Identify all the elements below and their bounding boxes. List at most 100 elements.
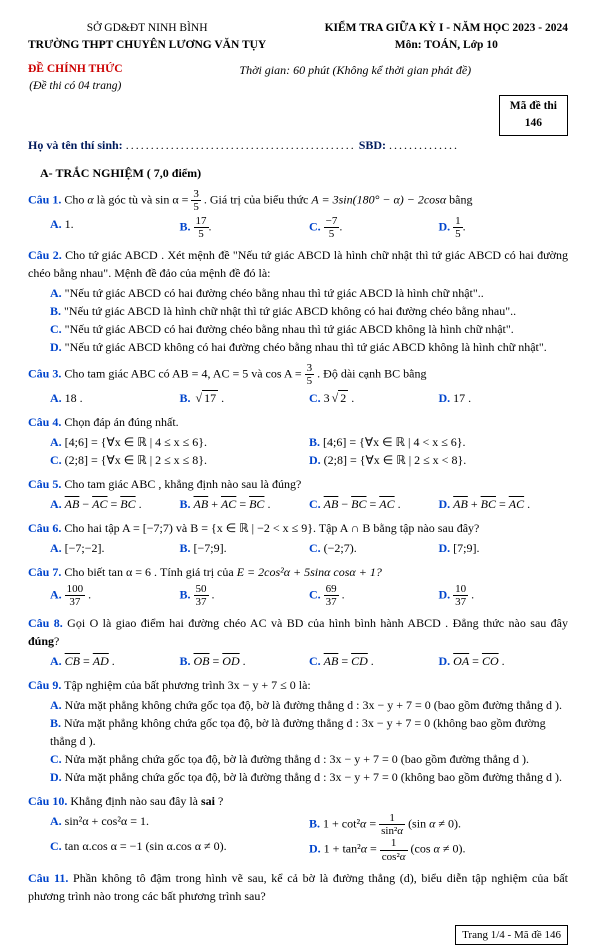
q1-alpha: α [87,192,93,206]
candidate-info: Họ và tên thí sinh: ....................… [28,136,568,154]
q10-text-b: ? [218,794,223,808]
q9-options: A. Nửa mặt phẳng không chứa gốc tọa độ, … [50,696,568,786]
q2-label: Câu 2. [28,248,62,262]
q10-c: tan α.cos α = −1 (sin α.cos α ≠ 0). [65,839,227,853]
exam-title: KIỂM TRA GIỮA KỲ I - NĂM HỌC 2023 - 2024 [325,20,568,37]
question-11: Câu 11. Phần không tô đậm trong hình vẽ … [28,869,568,905]
question-9: Câu 9. Tập nghiệm của bất phương trình 3… [28,676,568,694]
q1-label: Câu 1. [28,192,61,206]
q4-label: Câu 4. [28,415,61,429]
subject: Môn: TOÁN, Lớp 10 [325,37,568,54]
q4-d: (2;8] = {∀x ∈ ℝ | 2 ≤ x < 8}. [324,453,467,467]
q6-a: [−7;−2]. [65,541,105,555]
dots1: ........................................… [126,138,356,152]
q1-text-c: . Giá trị của biểu thức [204,192,311,206]
pages-note: (Đề thi có 04 trang) [28,78,123,95]
q6-c: (−2;7). [324,541,357,555]
name-label: Họ và tên thí sinh: [28,138,123,152]
q6-b: [−7;9]. [194,541,227,555]
q8-text: Gọi O là giao điểm hai đường chéo AC và … [67,616,568,630]
q4-options: A. [4;6] = {∀x ∈ ℝ | 4 ≤ x ≤ 6}. B. [4;6… [50,433,568,469]
question-6: Câu 6. Cho hai tập A = [−7;7) và B = {x … [28,519,568,537]
q2-a: "Nếu tứ giác ABCD có hai đường chéo bằng… [65,286,484,300]
q8-text2: đúng [28,634,54,648]
q4-text: Chọn đáp án đúng nhất. [64,415,178,429]
header-right: KIỂM TRA GIỮA KỲ I - NĂM HỌC 2023 - 2024… [325,20,568,55]
q9-label: Câu 9. [28,678,61,692]
q1-text-d: bằng [449,192,472,206]
q9-a: Nửa mặt phẳng không chứa gốc tọa độ, bờ … [65,698,562,712]
q7-expr: E = 2cos²α + 5sinα cosα + 1? [237,565,382,579]
q9-c: Nửa mặt phẳng chứa gốc tọa độ, bờ là đườ… [65,752,529,766]
q2-b: "Nếu tứ giác ABCD là hình chữ nhật thì t… [64,304,516,318]
code-label: Mã đề thi [510,100,557,112]
question-3: Câu 3. Cho tam giác ABC có AB = 4, AC = … [28,362,568,387]
q7-label: Câu 7. [28,565,61,579]
q8-label: Câu 8. [28,616,63,630]
sbd-label: SBD: [359,138,386,152]
q8-options: A. CB = AD . B. OB = OD . C. AB = CD . D… [50,652,568,670]
q1-expr: A = 3sin(180° − α) − 2cosα [311,192,446,206]
opt-a: A. [50,217,62,231]
question-4: Câu 4. Chọn đáp án đúng nhất. [28,413,568,431]
exam-code-box: Mã đề thi 146 [499,95,568,136]
q10-options: A. sin²α + cos²α = 1. B. 1 + cot²α = 1si… [50,812,568,862]
q3-d: 17 . [453,391,471,405]
question-10: Câu 10. Khẳng định nào sau đây là sai ? [28,792,568,810]
question-8: Câu 8. Gọi O là giao điểm hai đường chéo… [28,614,568,650]
official-block: ĐỀ CHÍNH THỨC (Đề thi có 04 trang) [28,61,123,96]
opt-c: C. [309,219,321,233]
q4-b: [4;6] = {∀x ∈ ℝ | 4 < x ≤ 6}. [323,435,466,449]
dots2: .............. [389,138,459,152]
q6-d: [7;9]. [453,541,479,555]
page-footer: Trang 1/4 - Mã đề 146 [455,925,568,945]
q5-options: A. AB − AC = BC . B. AB + AC = BC . C. A… [50,495,568,513]
official-label: ĐỀ CHÍNH THỨC [28,61,123,78]
dept: SỞ GD&ĐT NINH BÌNH [28,20,266,37]
q9-b: Nửa mặt phẳng không chứa gốc tọa độ, bờ … [50,716,546,748]
opt-d: D. [439,219,451,233]
exam-header: SỞ GD&ĐT NINH BÌNH TRƯỜNG THPT CHUYÊN LƯ… [28,20,568,55]
q1-a: 1. [65,217,74,231]
q10-text-a: Khẳng định nào sau đây là [70,794,201,808]
q1-frac: 35 [191,188,201,213]
q3-label: Câu 3. [28,366,61,380]
q2-c: "Nếu tứ giác ABCD có hai đường chéo bằng… [65,322,514,336]
q9-text: Tập nghiệm của bất phương trình 3x − y +… [64,678,311,692]
q1-text-b: là góc tù và sin α = [97,192,192,206]
q10-sai: sai [201,794,215,808]
q4-a: [4;6] = {∀x ∈ ℝ | 4 ≤ x ≤ 6}. [65,435,207,449]
q2-options: A. "Nếu tứ giác ABCD có hai đường chéo b… [50,284,568,356]
q10-label: Câu 10. [28,794,67,808]
q8-text3: ? [54,634,59,648]
opt-b: B. [180,219,191,233]
time-note: Thời gian: 60 phút (Không kể thời gian p… [239,63,471,77]
q3-options: A. 18 . B. √17 . C. 3√2 . D. 17 . [50,389,568,407]
section-a-heading: A- TRẮC NGHIỆM ( 7,0 điểm) [40,164,568,182]
header-left: SỞ GD&ĐT NINH BÌNH TRƯỜNG THPT CHUYÊN LƯ… [28,20,266,55]
q7-text-a: Cho biết tan α = 6 . Tính giá trị của [64,565,236,579]
q2-text: Cho tứ giác ABCD . Xét mệnh đề "Nếu tứ g… [28,248,568,280]
q9-d: Nửa mặt phẳng chứa gốc tọa độ, bờ là đườ… [65,770,562,784]
q3-text-a: Cho tam giác ABC có AB = 4, AC = 5 và co… [64,366,304,380]
question-2: Câu 2. Cho tứ giác ABCD . Xét mệnh đề "N… [28,246,568,282]
q1-options: A. 1. B. 175. C. −75. D. 15. [50,215,568,240]
q6-options: A. [−7;−2]. B. [−7;9]. C. (−2;7). D. [7;… [50,539,568,557]
code-value: 146 [525,117,542,129]
q3-a: 18 . [65,391,83,405]
q5-text: Cho tam giác ABC , khẳng định nào sau là… [64,477,301,491]
time-block: Thời gian: 60 phút (Không kể thời gian p… [143,61,568,96]
q4-c: (2;8] = {∀x ∈ ℝ | 2 ≤ x ≤ 8}. [65,453,207,467]
q6-label: Câu 6. [28,521,61,535]
q2-d: "Nếu tứ giác ABCD không có hai đường ché… [65,340,547,354]
question-1: Câu 1. Cho α là góc tù và sin α = 35 . G… [28,188,568,213]
q1-text-a: Cho [64,192,87,206]
question-5: Câu 5. Cho tam giác ABC , khẳng định nào… [28,475,568,493]
school: TRƯỜNG THPT CHUYÊN LƯƠNG VĂN TỤY [28,37,266,54]
q11-label: Câu 11. [28,871,68,885]
header-row-2: ĐỀ CHÍNH THỨC (Đề thi có 04 trang) Thời … [28,61,568,96]
q5-label: Câu 5. [28,477,61,491]
q10-a: sin²α + cos²α = 1. [65,814,149,828]
question-7: Câu 7. Cho biết tan α = 6 . Tính giá trị… [28,563,568,581]
q3-text-b: . Độ dài cạnh BC bằng [317,366,426,380]
